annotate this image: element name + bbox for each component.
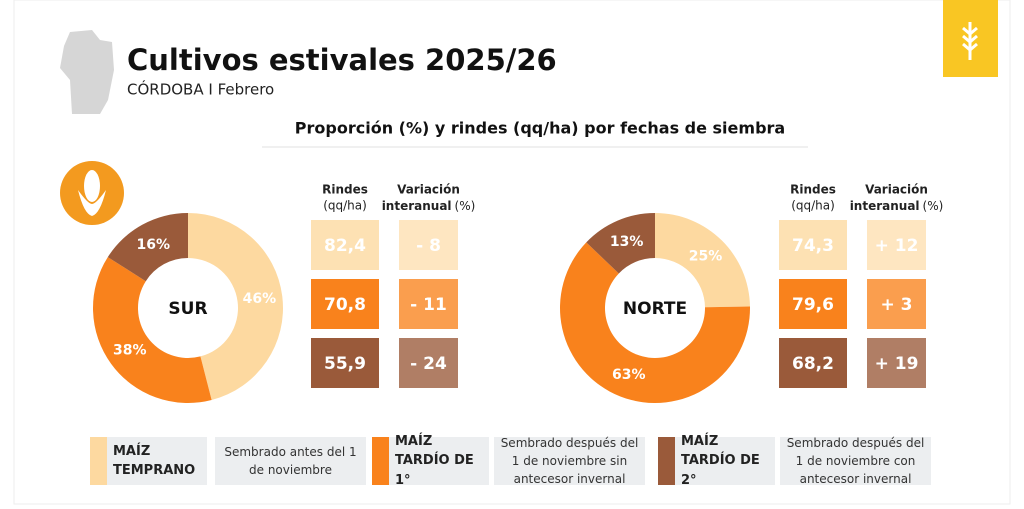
table-cell bbox=[867, 220, 926, 270]
table-header-line: interanual (%) bbox=[382, 199, 476, 213]
slice-label: 38% bbox=[113, 342, 147, 358]
table-value: - 24 bbox=[410, 354, 447, 374]
subtitle: CÓRDOBA I Febrero bbox=[127, 80, 274, 99]
table-cell bbox=[311, 220, 379, 270]
table-value: + 3 bbox=[881, 295, 913, 315]
corn-cob bbox=[84, 170, 100, 202]
slice-label: 13% bbox=[610, 234, 644, 250]
legend-description: Sembrado después del 1 de noviembre con … bbox=[780, 436, 931, 486]
table-cell bbox=[311, 279, 379, 329]
table-cell bbox=[867, 279, 926, 329]
legend-description: Sembrado antes del 1 de noviembre bbox=[215, 437, 366, 485]
donut-slice bbox=[655, 212, 750, 308]
table-cell bbox=[311, 338, 379, 388]
wheat-icon bbox=[962, 22, 978, 60]
legend-swatch bbox=[90, 437, 107, 485]
legend-name: MAÍZ TARDÍO DE 2° bbox=[675, 434, 775, 488]
slice-label: 16% bbox=[137, 237, 171, 253]
legend-name: MAÍZ TARDÍO DE 1° bbox=[389, 434, 489, 488]
table-header: Rindes bbox=[790, 183, 836, 197]
table-unit: (%) bbox=[455, 199, 476, 213]
table-value: - 8 bbox=[416, 236, 441, 256]
donut-slice bbox=[560, 242, 750, 403]
table-header: interanual bbox=[850, 199, 920, 213]
table-value: - 11 bbox=[410, 295, 447, 315]
corn-leaves bbox=[78, 190, 106, 216]
table-cell bbox=[779, 220, 847, 270]
table-header: Rindes bbox=[322, 183, 368, 197]
table-unit: (%) bbox=[923, 199, 944, 213]
table-value: 74,3 bbox=[792, 236, 834, 256]
table-header-line: interanual (%) bbox=[850, 199, 944, 213]
table-value: 79,6 bbox=[792, 295, 834, 315]
center-label: SUR bbox=[168, 299, 207, 319]
table-unit: (qq/ha) bbox=[323, 199, 367, 213]
table-header: Variación bbox=[865, 183, 928, 197]
table-header: interanual bbox=[382, 199, 452, 213]
legend-swatch bbox=[658, 437, 675, 485]
table-value: + 12 bbox=[875, 236, 919, 256]
table-cell bbox=[779, 279, 847, 329]
table-header: Variación bbox=[397, 183, 460, 197]
table-unit: (qq/ha) bbox=[791, 199, 835, 213]
legend-name: MAÍZ TEMPRANO bbox=[107, 437, 207, 485]
slice-label: 46% bbox=[243, 291, 277, 307]
donut-slice bbox=[93, 257, 212, 404]
donut-slice bbox=[586, 213, 655, 274]
donut-slice bbox=[107, 213, 188, 282]
table-value: 82,4 bbox=[324, 236, 366, 256]
table-value: 55,9 bbox=[324, 354, 366, 374]
slice-label: 63% bbox=[612, 367, 646, 383]
center-label: NORTE bbox=[623, 299, 687, 319]
table-value: 68,2 bbox=[792, 354, 834, 374]
map-icon bbox=[60, 30, 114, 114]
table-cell bbox=[399, 220, 458, 270]
legend-swatch bbox=[372, 437, 389, 485]
table-value: + 19 bbox=[875, 354, 919, 374]
donut-slice bbox=[188, 213, 284, 401]
table-cell bbox=[399, 279, 458, 329]
table-cell bbox=[867, 338, 926, 388]
title: Cultivos estivales 2025/26 bbox=[127, 43, 557, 77]
table-cell bbox=[779, 338, 847, 388]
slice-label: 25% bbox=[689, 249, 723, 265]
legend-description: Sembrado después del 1 de noviembre sin … bbox=[494, 436, 645, 486]
table-cell bbox=[399, 338, 458, 388]
section-title: Proporción (%) y rindes (qq/ha) por fech… bbox=[295, 119, 785, 138]
table-value: 70,8 bbox=[324, 295, 366, 315]
